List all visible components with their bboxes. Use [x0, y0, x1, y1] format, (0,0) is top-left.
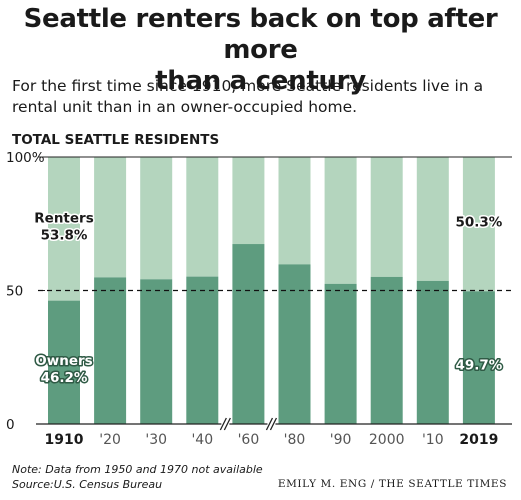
- series-annotation: 53.8%: [41, 227, 88, 243]
- x-tick-label: '40: [191, 432, 213, 448]
- bar-owners: [324, 283, 357, 424]
- stacked-bar-chart: 1910 '20 '30 '40 '60 '80 '90 2000 '10 2019 100% 50 0…: [6, 150, 512, 448]
- series-annotation: Owners: [35, 353, 92, 369]
- bar-renters: [48, 157, 80, 301]
- value-annotation: 49.7%: [455, 357, 502, 373]
- subtitle-line-1: For the first time since 1910, more Seat…: [12, 77, 484, 95]
- axis-break-mark: [269, 417, 278, 431]
- bar-owners: [416, 280, 449, 424]
- x-tick-label: '20: [99, 432, 121, 448]
- x-tick-label: 1910: [45, 432, 84, 448]
- bar-renters: [94, 157, 127, 278]
- x-tick-label: '30: [145, 432, 167, 448]
- x-tick-label: 2000: [369, 432, 405, 448]
- x-tick-label: 2019: [459, 432, 498, 448]
- credit-line: EMILY M. ENG / THE SEATTLE TIMES: [277, 478, 507, 490]
- y-tick-label: 50: [6, 284, 23, 300]
- bar-renters: [140, 157, 173, 280]
- series-annotation: 46.2%: [41, 370, 88, 386]
- axis-break-mark: [265, 417, 274, 431]
- bar-owners: [186, 276, 219, 424]
- headline-line-1: Seattle renters back on top after more: [23, 4, 498, 65]
- bar-renters: [370, 157, 403, 277]
- x-tick-label: '80: [284, 432, 306, 448]
- bar-owners: [48, 300, 80, 424]
- x-tick-label: '90: [330, 432, 352, 448]
- bar-owners: [140, 279, 173, 424]
- axis-break-gap: [267, 418, 276, 430]
- bar-owners: [462, 291, 495, 424]
- bar-owners: [94, 277, 127, 424]
- bar-owners: [232, 244, 265, 424]
- bar-renters: [462, 157, 495, 292]
- source-text: Source:U.S. Census Bureau: [12, 478, 163, 491]
- axis-break-mark: [219, 417, 227, 431]
- footnote: Note: Data from 1950 and 1970 not availa…: [12, 462, 263, 492]
- value-annotation: 50.3%: [455, 214, 502, 230]
- subtitle: For the first time since 1910, more Seat…: [12, 76, 512, 118]
- x-tick-label: '60: [238, 432, 260, 448]
- chart-title: TOTAL SEATTLE RESIDENTS: [12, 132, 220, 148]
- series-annotation: Renters: [34, 210, 93, 226]
- axis-break-mark: [223, 417, 231, 431]
- bar-renters: [324, 157, 357, 284]
- headline-line-2: than a century: [155, 66, 366, 96]
- axis-break-gap: [221, 418, 230, 430]
- bar-renters: [232, 157, 265, 245]
- bar-renters: [278, 157, 311, 265]
- bar-owners: [370, 276, 403, 424]
- y-tick-label: 0: [6, 417, 15, 433]
- headline: Seattle renters back on top after more t…: [0, 4, 521, 97]
- y-tick-label: 100%: [6, 150, 45, 166]
- note-text: Note: Data from 1950 and 1970 not availa…: [12, 463, 263, 476]
- bar-renters: [186, 157, 219, 277]
- x-tick-label: '10: [422, 432, 444, 448]
- subtitle-line-2: rental unit than in an owner-occupied ho…: [12, 98, 358, 116]
- bar-owners: [278, 264, 311, 424]
- bar-renters: [416, 157, 449, 281]
